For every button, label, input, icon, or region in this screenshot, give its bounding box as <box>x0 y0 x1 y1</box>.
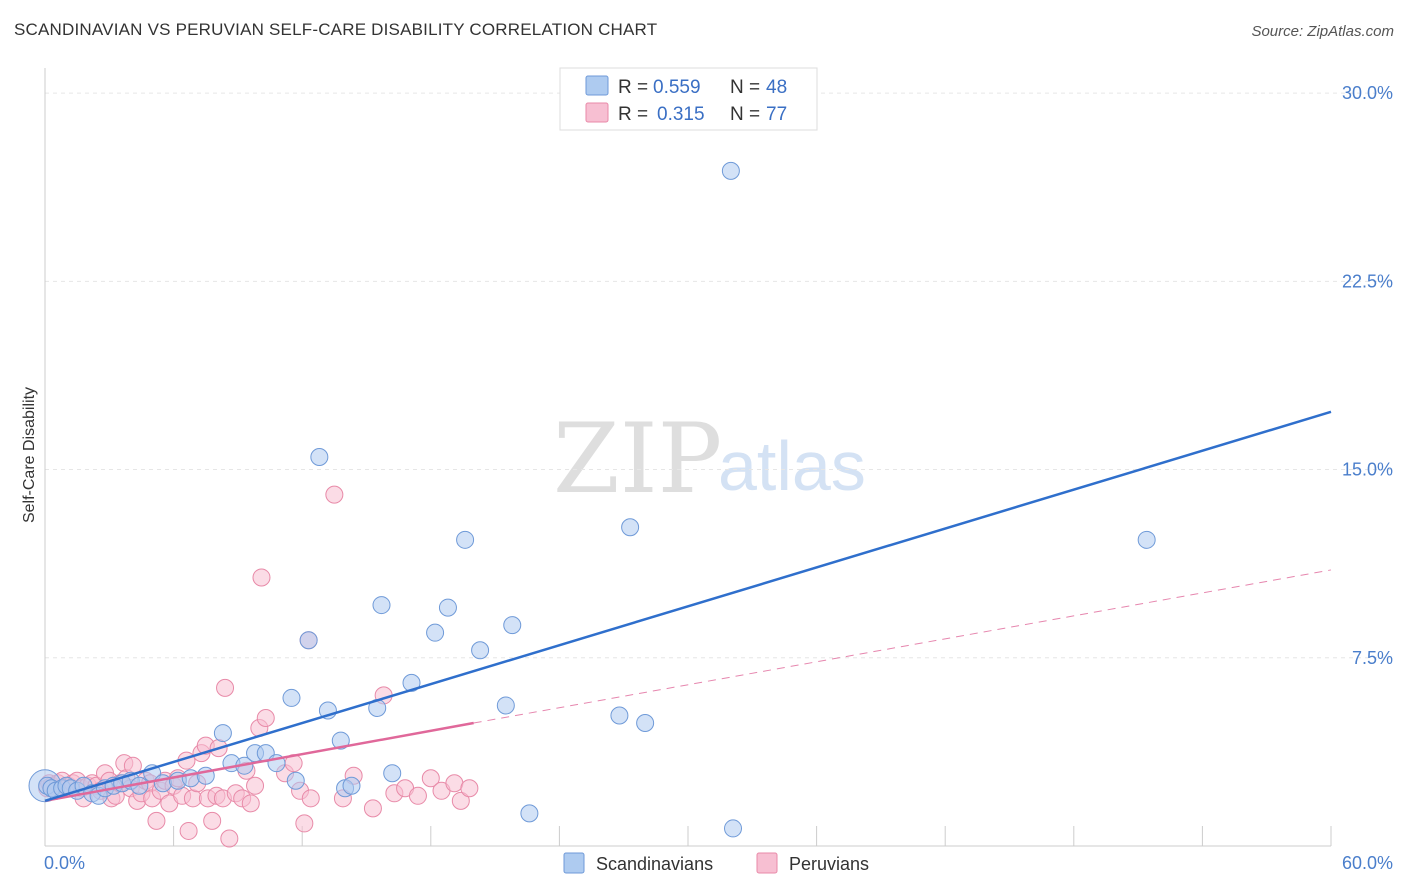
x-tick-label-0: 0.0% <box>44 853 85 873</box>
peruvians-point-39 <box>183 789 202 808</box>
scandinavians-point-39 <box>438 598 457 617</box>
bottom-legend: Scandinavians Peruvians <box>563 852 869 874</box>
peruvians-point-76 <box>460 779 479 798</box>
peruvians-point-44 <box>203 811 222 830</box>
peruvians-point-56 <box>252 568 271 587</box>
scandinavians-point-33 <box>342 776 361 795</box>
peruvians-point-63 <box>301 789 320 808</box>
scandinavians-point-48 <box>724 819 743 838</box>
bottom-legend-label-scandinavians: Scandinavians <box>596 854 713 874</box>
x-tick-label-1: 60.0% <box>1342 853 1393 873</box>
peruvians-trend-extension <box>473 569 1332 724</box>
bottom-legend-swatch-peruvians <box>756 852 778 874</box>
peruvians-point-72 <box>421 769 440 788</box>
peruvians-point-57 <box>256 709 275 728</box>
legend-r-label-2: R = <box>618 104 648 125</box>
y-tick-label-2: 22.5% <box>1342 271 1393 291</box>
legend-n-label-2: N = <box>730 104 760 125</box>
watermark-zip: ZIP <box>553 403 722 515</box>
scandinavians-point-42 <box>496 696 515 715</box>
scandinavians-point-35 <box>372 596 391 615</box>
scandinavians-point-36 <box>383 764 402 783</box>
y-axis-label: Self-Care Disability <box>21 387 38 523</box>
legend-box: R = 0.559 N = 48 R = 0.315 N = 77 <box>559 67 818 131</box>
scandinavians-point-38 <box>426 623 445 642</box>
legend-n-label-1: N = <box>730 77 760 98</box>
peruvians-point-30 <box>147 811 166 830</box>
scandinavians-point-43 <box>503 616 522 635</box>
gridlines <box>45 92 1392 659</box>
scandinavians-point-44 <box>520 804 539 823</box>
peruvians-point-67 <box>363 799 382 818</box>
peruvians-point-75 <box>451 791 470 810</box>
watermark-atlas: atlas <box>718 427 866 505</box>
peruvians-point-49 <box>220 829 239 848</box>
peruvians-point-71 <box>408 786 427 805</box>
legend-swatch-scandinavians <box>585 75 609 96</box>
scandinavians-point-20 <box>213 724 232 743</box>
scandinavians-trend-line <box>44 410 1332 803</box>
peruvians-point-38 <box>179 821 198 840</box>
legend-n-value-2: 77 <box>766 104 787 125</box>
x-tick-labels: 0.0% 60.0% <box>44 853 1393 873</box>
trend-lines <box>44 410 1332 803</box>
scandinavians-point-47 <box>636 714 655 733</box>
axes <box>44 68 1332 847</box>
bottom-legend-swatch-scandinavians <box>563 852 585 874</box>
legend-swatch-peruvians <box>585 102 609 123</box>
source-label: Source: ZipAtlas.com <box>1251 23 1394 40</box>
scandinavians-point-40 <box>456 530 475 549</box>
y-tick-label-0: 7.5% <box>1352 648 1393 668</box>
legend-r-value-2: 0.315 <box>657 104 705 125</box>
legend-r-label-1: R = <box>618 77 648 98</box>
scandinavians-point-46 <box>621 518 640 537</box>
scandinavians-point-31 <box>331 731 350 750</box>
watermark: ZIP atlas <box>553 403 866 515</box>
y-tick-labels: 7.5% 15.0% 22.5% 30.0% <box>1342 83 1393 668</box>
scandinavians-point-37 <box>402 673 421 692</box>
scandinavians-point-28 <box>299 631 318 650</box>
scandinavians-point-50 <box>1137 530 1156 549</box>
peruvians-point-48 <box>216 678 235 697</box>
peruvians-point-61 <box>295 814 314 833</box>
y-tick-label-1: 15.0% <box>1342 460 1393 480</box>
legend-n-value-1: 48 <box>766 77 787 98</box>
scandinavians-points <box>28 161 1156 838</box>
peruvians-point-54 <box>246 776 265 795</box>
peruvians-point-53 <box>241 794 260 813</box>
scandinavians-point-49 <box>721 161 740 180</box>
chart-title: SCANDINAVIAN VS PERUVIAN SELF-CARE DISAB… <box>14 20 658 39</box>
scandinavians-point-29 <box>310 448 329 466</box>
bottom-legend-label-peruvians: Peruvians <box>789 854 869 874</box>
y-tick-label-3: 30.0% <box>1342 83 1393 103</box>
scandinavians-point-26 <box>282 688 301 707</box>
peruvians-point-74 <box>445 774 464 793</box>
scandinavians-point-41 <box>471 641 490 660</box>
scandinavians-point-45 <box>610 706 629 725</box>
scandinavians-point-27 <box>286 771 305 790</box>
peruvians-point-64 <box>325 485 344 504</box>
legend-r-value-1: 0.559 <box>653 77 701 98</box>
peruvians-trend-line <box>44 721 474 803</box>
